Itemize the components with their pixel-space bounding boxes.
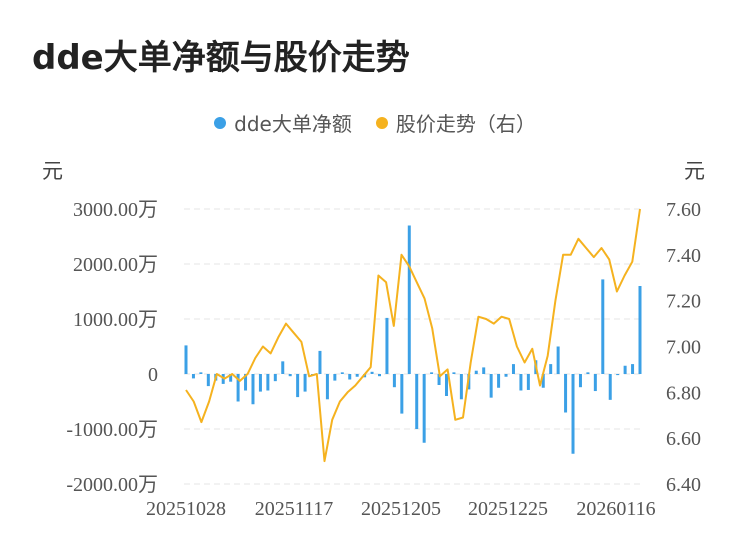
- dde-bar: [586, 372, 590, 374]
- dde-bar: [541, 374, 545, 388]
- dde-bar: [348, 374, 352, 380]
- dde-bar: [385, 317, 389, 374]
- price-line: [185, 208, 641, 463]
- dde-bar: [415, 374, 419, 429]
- dde-bar: [206, 374, 210, 387]
- dde-bar: [340, 372, 344, 374]
- legend-label-dde: dde大单净额: [234, 112, 352, 136]
- x-tick-label: 20251117: [255, 498, 334, 520]
- dde-bar: [392, 374, 396, 388]
- dde-bar: [273, 374, 277, 382]
- dde-bar: [281, 361, 285, 374]
- dde-bar: [184, 345, 188, 374]
- dde-bar: [511, 364, 515, 374]
- x-tick-label: 20260116: [576, 498, 655, 520]
- dde-bar: [258, 374, 262, 392]
- legend-marker-price: [375, 116, 388, 129]
- dde-bar: [623, 365, 627, 374]
- dde-bar: [266, 374, 270, 391]
- dde-bar: [325, 374, 329, 400]
- dde-bar: [400, 374, 404, 414]
- dde-bar: [430, 372, 434, 374]
- dde-bar: [616, 374, 620, 376]
- dde-bar: [370, 371, 374, 374]
- dde-bar: [444, 374, 448, 396]
- dde-bar: [407, 225, 411, 374]
- x-tick-label: 20251225: [468, 498, 548, 520]
- dde-bar: [355, 374, 359, 377]
- left-tick-label: 2000.00万: [73, 254, 158, 276]
- left-tick-label: 0: [148, 364, 158, 386]
- dde-bar: [564, 374, 568, 413]
- dde-bar: [504, 374, 508, 377]
- dde-bar: [601, 279, 605, 374]
- left-axis-unit: 元: [42, 159, 63, 183]
- dde-bar: [549, 364, 553, 374]
- dde-bar: [422, 374, 426, 443]
- legend-marker-dde: [214, 116, 227, 129]
- dde-bar: [296, 374, 300, 398]
- dde-bar: [482, 367, 486, 374]
- dde-bar: [251, 374, 255, 405]
- legend-item-dde[interactable]: dde大单净额: [214, 108, 352, 137]
- dde-bar: [378, 374, 382, 377]
- dde-bar: [229, 374, 233, 382]
- left-tick-label: -2000.00万: [66, 474, 158, 496]
- chart-title: dde大单净额与股价走势: [32, 38, 410, 78]
- x-tick-label: 20251028: [146, 498, 226, 520]
- right-tick-label: 7.40: [666, 245, 701, 267]
- dde-bar: [199, 372, 203, 374]
- dde-bar: [489, 374, 493, 398]
- dde-bar: [437, 374, 441, 385]
- right-tick-label: 6.60: [666, 428, 701, 450]
- dde-bar: [244, 374, 248, 391]
- right-tick-label: 7.20: [666, 291, 701, 313]
- right-tick-label: 6.80: [666, 382, 701, 404]
- right-tick-label: 7.60: [666, 199, 701, 221]
- dde-bar: [578, 374, 582, 388]
- dde-bar: [571, 374, 575, 454]
- right-tick-label: 7.00: [666, 337, 701, 359]
- dde-bar: [236, 374, 240, 402]
- dde-bar: [318, 350, 322, 374]
- dde-bar: [474, 370, 478, 374]
- right-tick-label: 6.40: [666, 474, 701, 496]
- dde-bar: [191, 374, 195, 379]
- dde-bar: [519, 374, 523, 391]
- dde-bar: [497, 374, 501, 388]
- dde-bar: [333, 374, 337, 381]
- x-tick-label: 20251205: [361, 498, 441, 520]
- left-tick-label: 1000.00万: [73, 309, 158, 331]
- dde-bar: [631, 364, 635, 374]
- legend: dde大单净额 股价走势（右）: [0, 108, 750, 137]
- dde-bar: [638, 286, 642, 374]
- dde-bar: [608, 374, 612, 400]
- dde-bar: [303, 374, 307, 392]
- dde-bar: [593, 374, 597, 392]
- left-tick-label: 3000.00万: [73, 199, 158, 221]
- dde-bar: [556, 346, 560, 374]
- dde-bar: [526, 374, 530, 390]
- dde-bar: [452, 372, 456, 374]
- legend-label-price: 股价走势（右）: [395, 112, 536, 136]
- dde-bar: [459, 374, 463, 400]
- left-tick-label: -1000.00万: [66, 419, 158, 441]
- dde-bar: [288, 374, 292, 377]
- legend-item-price[interactable]: 股价走势（右）: [375, 108, 536, 137]
- right-axis-unit: 元: [684, 159, 705, 183]
